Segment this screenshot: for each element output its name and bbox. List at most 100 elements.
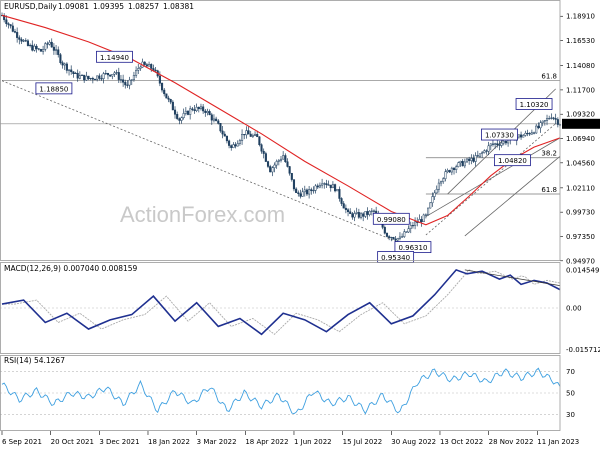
price-title: EURUSD,Daily <box>4 2 57 11</box>
candle-body <box>522 135 525 138</box>
candle-body <box>394 238 397 241</box>
candle-body <box>308 189 311 195</box>
rsi-y-tick-label: 30 <box>566 411 575 419</box>
price-label-text: 1.18850 <box>39 85 68 93</box>
candle-body <box>210 114 213 121</box>
candle-body <box>325 183 328 186</box>
rsi-grid <box>0 370 560 416</box>
price-labels: 1.18850 1.14940 1.10320 1.07330 1.04820 0.990… <box>35 50 553 263</box>
candle-body <box>504 140 507 144</box>
x-tick-label: 18 Apr 2022 <box>245 438 288 446</box>
candle-body <box>230 145 233 148</box>
candle-body <box>70 69 73 73</box>
candle-body <box>42 49 45 52</box>
candle-body <box>461 160 464 167</box>
candle-body <box>336 189 339 192</box>
trendline <box>1 80 414 249</box>
candle-body <box>370 210 373 212</box>
candle-body <box>52 46 55 51</box>
candle-body <box>476 155 479 157</box>
candle-body <box>286 161 289 167</box>
candle-body <box>528 133 531 135</box>
rsi-pane: RSI(14) 54.1267 70 50 30 <box>0 356 575 419</box>
x-tick-label: 18 Jan 2022 <box>148 438 190 446</box>
candle-body <box>500 142 503 146</box>
candle-body <box>241 134 244 141</box>
candle-body <box>87 75 90 79</box>
candle-body <box>346 209 350 213</box>
candle-body <box>148 64 151 67</box>
candle-body <box>204 110 207 113</box>
candle-body <box>78 75 81 79</box>
price-y-tick-label: 1.02110 <box>566 184 595 192</box>
candle-body <box>537 125 540 129</box>
candle-body <box>223 133 226 137</box>
price-y-axis: 1.18910 1.16530 1.14080 1.11700 1.09320 1.069… <box>560 13 600 265</box>
candle-body <box>9 24 12 27</box>
pane-frame-0 <box>0 0 561 261</box>
candle-body <box>524 132 527 136</box>
candle-body <box>530 132 533 135</box>
candle-body <box>128 79 131 86</box>
candle-body <box>72 71 75 74</box>
candle-body <box>122 79 125 83</box>
candle-body <box>344 207 347 210</box>
candle-body <box>288 166 291 174</box>
candle-body <box>318 184 321 188</box>
candle-body <box>7 23 10 25</box>
candle-body <box>554 118 557 120</box>
candle-body <box>189 108 192 115</box>
candle-body <box>176 114 179 119</box>
price-y-tick-label: 1.09320 <box>566 111 595 119</box>
candle-body <box>111 73 114 77</box>
candle-body <box>312 190 315 192</box>
candle-body <box>163 89 166 95</box>
x-tick-label: 13 Oct 2022 <box>440 438 483 446</box>
candle-body <box>323 183 326 185</box>
candle-body <box>550 117 553 119</box>
candle-body <box>197 106 200 110</box>
candle-body <box>29 44 32 46</box>
macd-lines <box>1 268 561 336</box>
rsi-y-tick-label: 70 <box>566 368 575 376</box>
candle-body <box>89 77 92 80</box>
candle-body <box>104 72 107 75</box>
candle-body <box>316 185 319 188</box>
fib-label: 61.8 <box>541 186 557 194</box>
candle-body <box>173 109 177 115</box>
candle-body <box>178 118 181 121</box>
candle-body <box>301 191 304 197</box>
candle-body <box>297 192 300 195</box>
candle-body <box>117 72 120 80</box>
price-ma-line <box>1 14 561 226</box>
candle-body <box>193 109 196 111</box>
macd-signal-line <box>2 269 561 335</box>
macd-line <box>1 268 561 336</box>
candle-body <box>236 143 239 147</box>
pane-frame-1 <box>0 262 561 354</box>
candle-body <box>50 41 53 48</box>
candle-body <box>470 158 473 161</box>
candle-body <box>55 49 58 51</box>
x-axis: 6 Sep 2021 20 Oct 2021 3 Dec 2021 18 Jan 20… <box>1 431 579 446</box>
candle-body <box>234 144 237 147</box>
candle-body <box>424 214 427 216</box>
candle-body <box>180 117 183 121</box>
candle-body <box>150 64 153 69</box>
candle-body <box>74 72 77 75</box>
candle-body <box>13 31 17 33</box>
price-y-tick-label: 1.11700 <box>566 86 595 94</box>
candle-body <box>299 193 302 197</box>
candle-body <box>478 153 482 157</box>
candle-body <box>507 139 510 144</box>
candle-body <box>258 136 261 145</box>
candle-body <box>353 213 356 218</box>
candle-body <box>145 64 148 67</box>
candle-body <box>450 167 453 173</box>
candle-body <box>165 93 168 99</box>
candle-body <box>119 79 123 81</box>
candle-body <box>368 210 371 215</box>
candle-body <box>98 75 101 79</box>
candle-body <box>24 40 27 42</box>
